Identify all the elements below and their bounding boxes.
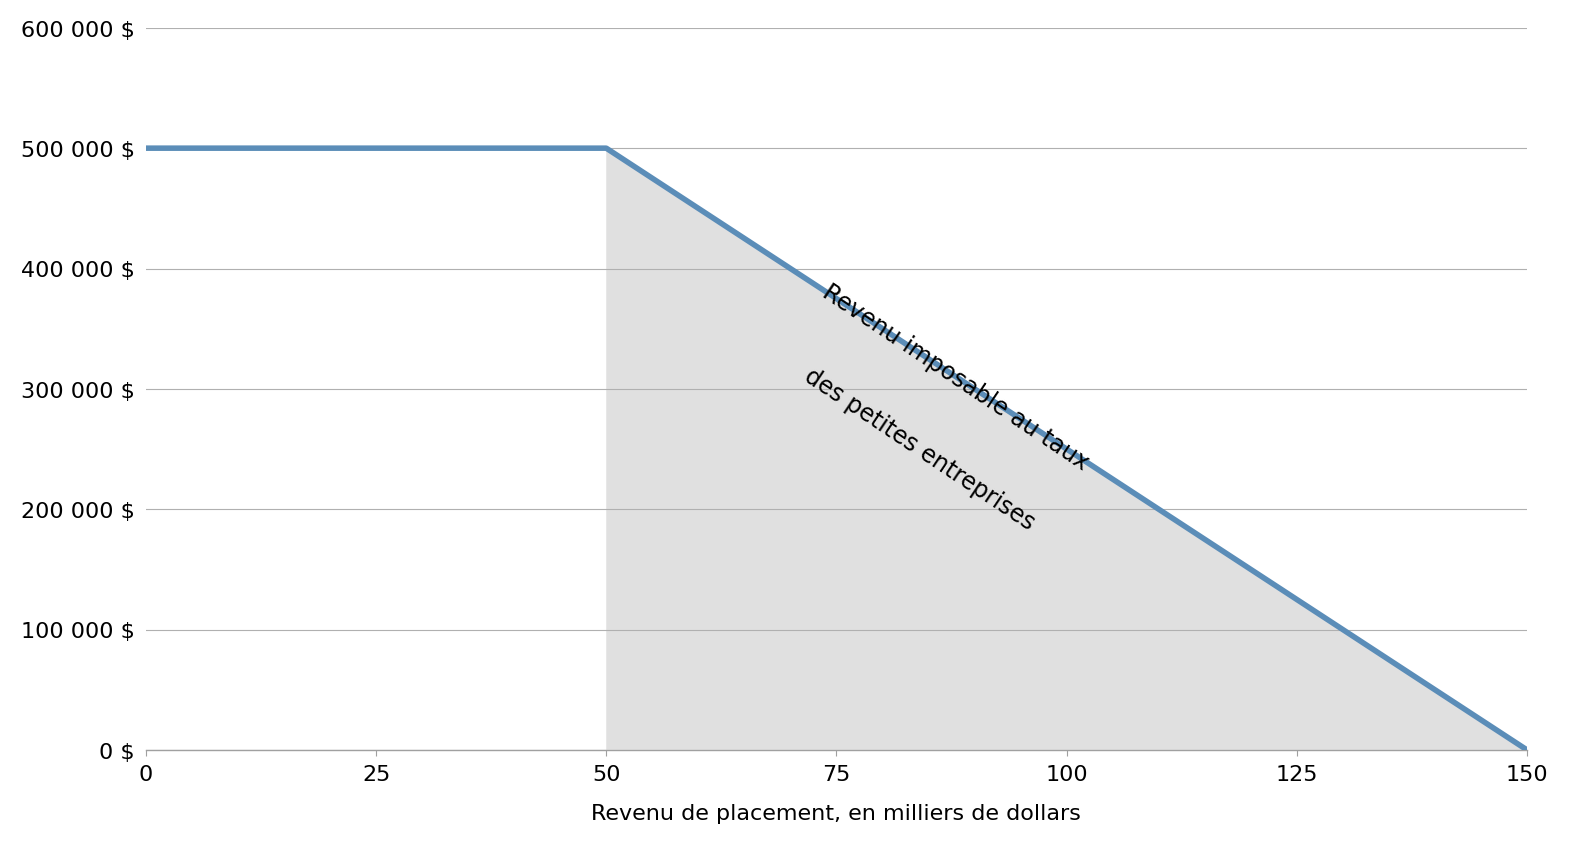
Polygon shape xyxy=(606,149,1527,750)
Text: des petites entreprises: des petites entreprises xyxy=(800,364,1039,535)
X-axis label: Revenu de placement, en milliers de dollars: Revenu de placement, en milliers de doll… xyxy=(592,803,1081,823)
Text: Revenu imposable au taux: Revenu imposable au taux xyxy=(819,280,1094,475)
